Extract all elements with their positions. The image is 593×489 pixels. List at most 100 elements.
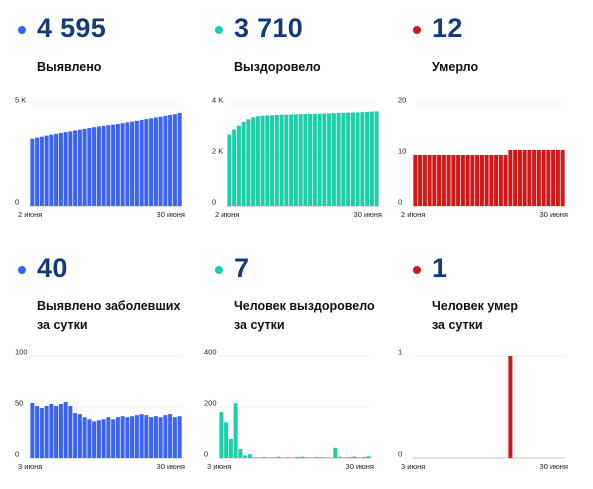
bar (527, 149, 532, 206)
bar (304, 457, 309, 458)
bar (312, 113, 317, 206)
y-tick-label: 0 (212, 198, 216, 207)
bar (281, 457, 286, 458)
bar (246, 119, 251, 206)
bar (158, 116, 163, 206)
bar (357, 457, 362, 458)
panel-detected-total: 4 595 Выявлено 5 K 0 2 июня 30 июня (15, 10, 205, 240)
bar (289, 114, 294, 206)
bar (508, 356, 513, 458)
chart-detected-daily: 100 50 0 3 июня 30 июня (15, 348, 185, 472)
bar (177, 112, 182, 206)
bar (314, 456, 319, 458)
bar (350, 112, 355, 206)
bar (484, 155, 489, 206)
bar (546, 149, 551, 206)
bar (120, 416, 125, 458)
bar (158, 417, 163, 458)
kpi-value: 1 (432, 253, 448, 283)
bar (153, 416, 158, 458)
bar (144, 415, 149, 458)
bar (139, 414, 144, 458)
bar (470, 155, 475, 206)
bar (92, 127, 97, 206)
kpi-value: 7 (234, 253, 250, 283)
bar (295, 456, 300, 458)
bar (522, 149, 527, 206)
bar (73, 130, 78, 206)
bar (451, 155, 456, 206)
bar (317, 113, 322, 206)
bar (172, 417, 177, 458)
bar (266, 457, 271, 458)
bar (168, 115, 173, 206)
bar (551, 149, 556, 206)
series-dot (413, 26, 421, 34)
bar (106, 417, 111, 458)
bar (342, 457, 347, 458)
bar (236, 125, 241, 206)
bar (168, 414, 173, 458)
bar (460, 155, 465, 206)
bar (260, 115, 265, 206)
bar (49, 134, 54, 206)
bar (49, 403, 54, 458)
bar (355, 112, 360, 206)
bar (172, 114, 177, 206)
kpi-label: Выявлено (37, 60, 102, 74)
y-tick-label: 200 (204, 399, 217, 408)
bar (92, 421, 97, 458)
bar (73, 413, 78, 458)
bar (163, 115, 168, 206)
bar (87, 128, 92, 206)
bar (333, 447, 338, 458)
x-tick-label-end: 30 июня (157, 462, 185, 471)
panel-deaths-total: 12 Умерло 20 10 0 2 июня 30 июня (398, 10, 593, 240)
bar (149, 417, 154, 458)
bar (68, 131, 73, 206)
chart-detected-total: 5 K 0 2 июня 30 июня (15, 96, 185, 220)
bar (346, 112, 351, 206)
kpi-label: Выздоровело (234, 60, 321, 74)
bar (87, 419, 92, 458)
bar (39, 408, 44, 458)
panel-recovered-total: 3 710 Выздоровело 4 K 2 K 0 2 июня 30 июня (212, 10, 402, 240)
chart-recovered-daily: 400 200 0 3 июня 30 июня (204, 348, 374, 472)
bar (39, 136, 44, 206)
bar (441, 155, 446, 206)
kpi-label: Человек выздоровело (234, 299, 375, 313)
bar (115, 123, 120, 206)
series-dot (215, 26, 223, 34)
kpi-value: 3 710 (234, 13, 304, 43)
bar (422, 155, 427, 206)
bar (541, 149, 546, 206)
kpi-value: 4 595 (37, 13, 107, 43)
y-tick-label: 0 (398, 450, 402, 459)
bar (82, 128, 87, 206)
bar (30, 138, 35, 206)
bar (338, 456, 343, 458)
bar (219, 412, 224, 458)
y-tick-label: 50 (15, 399, 23, 408)
bar (418, 155, 423, 206)
y-tick-label: 10 (398, 147, 406, 156)
bar (308, 113, 313, 206)
bar (323, 457, 328, 458)
bar (125, 122, 130, 206)
bar (327, 113, 332, 206)
kpi-label-secondary: за сутки (234, 318, 285, 332)
bar (77, 414, 82, 458)
bar (125, 417, 130, 458)
bar (285, 457, 290, 458)
bar (243, 455, 248, 458)
bar (361, 456, 366, 458)
bar (130, 121, 135, 206)
bar (536, 149, 541, 206)
bar (347, 456, 352, 458)
bar (177, 416, 182, 458)
bar (456, 155, 461, 206)
bar (494, 155, 499, 206)
bar (115, 417, 120, 458)
bar (465, 155, 470, 206)
chart-deaths-total: 20 10 0 2 июня 30 июня (398, 96, 568, 220)
